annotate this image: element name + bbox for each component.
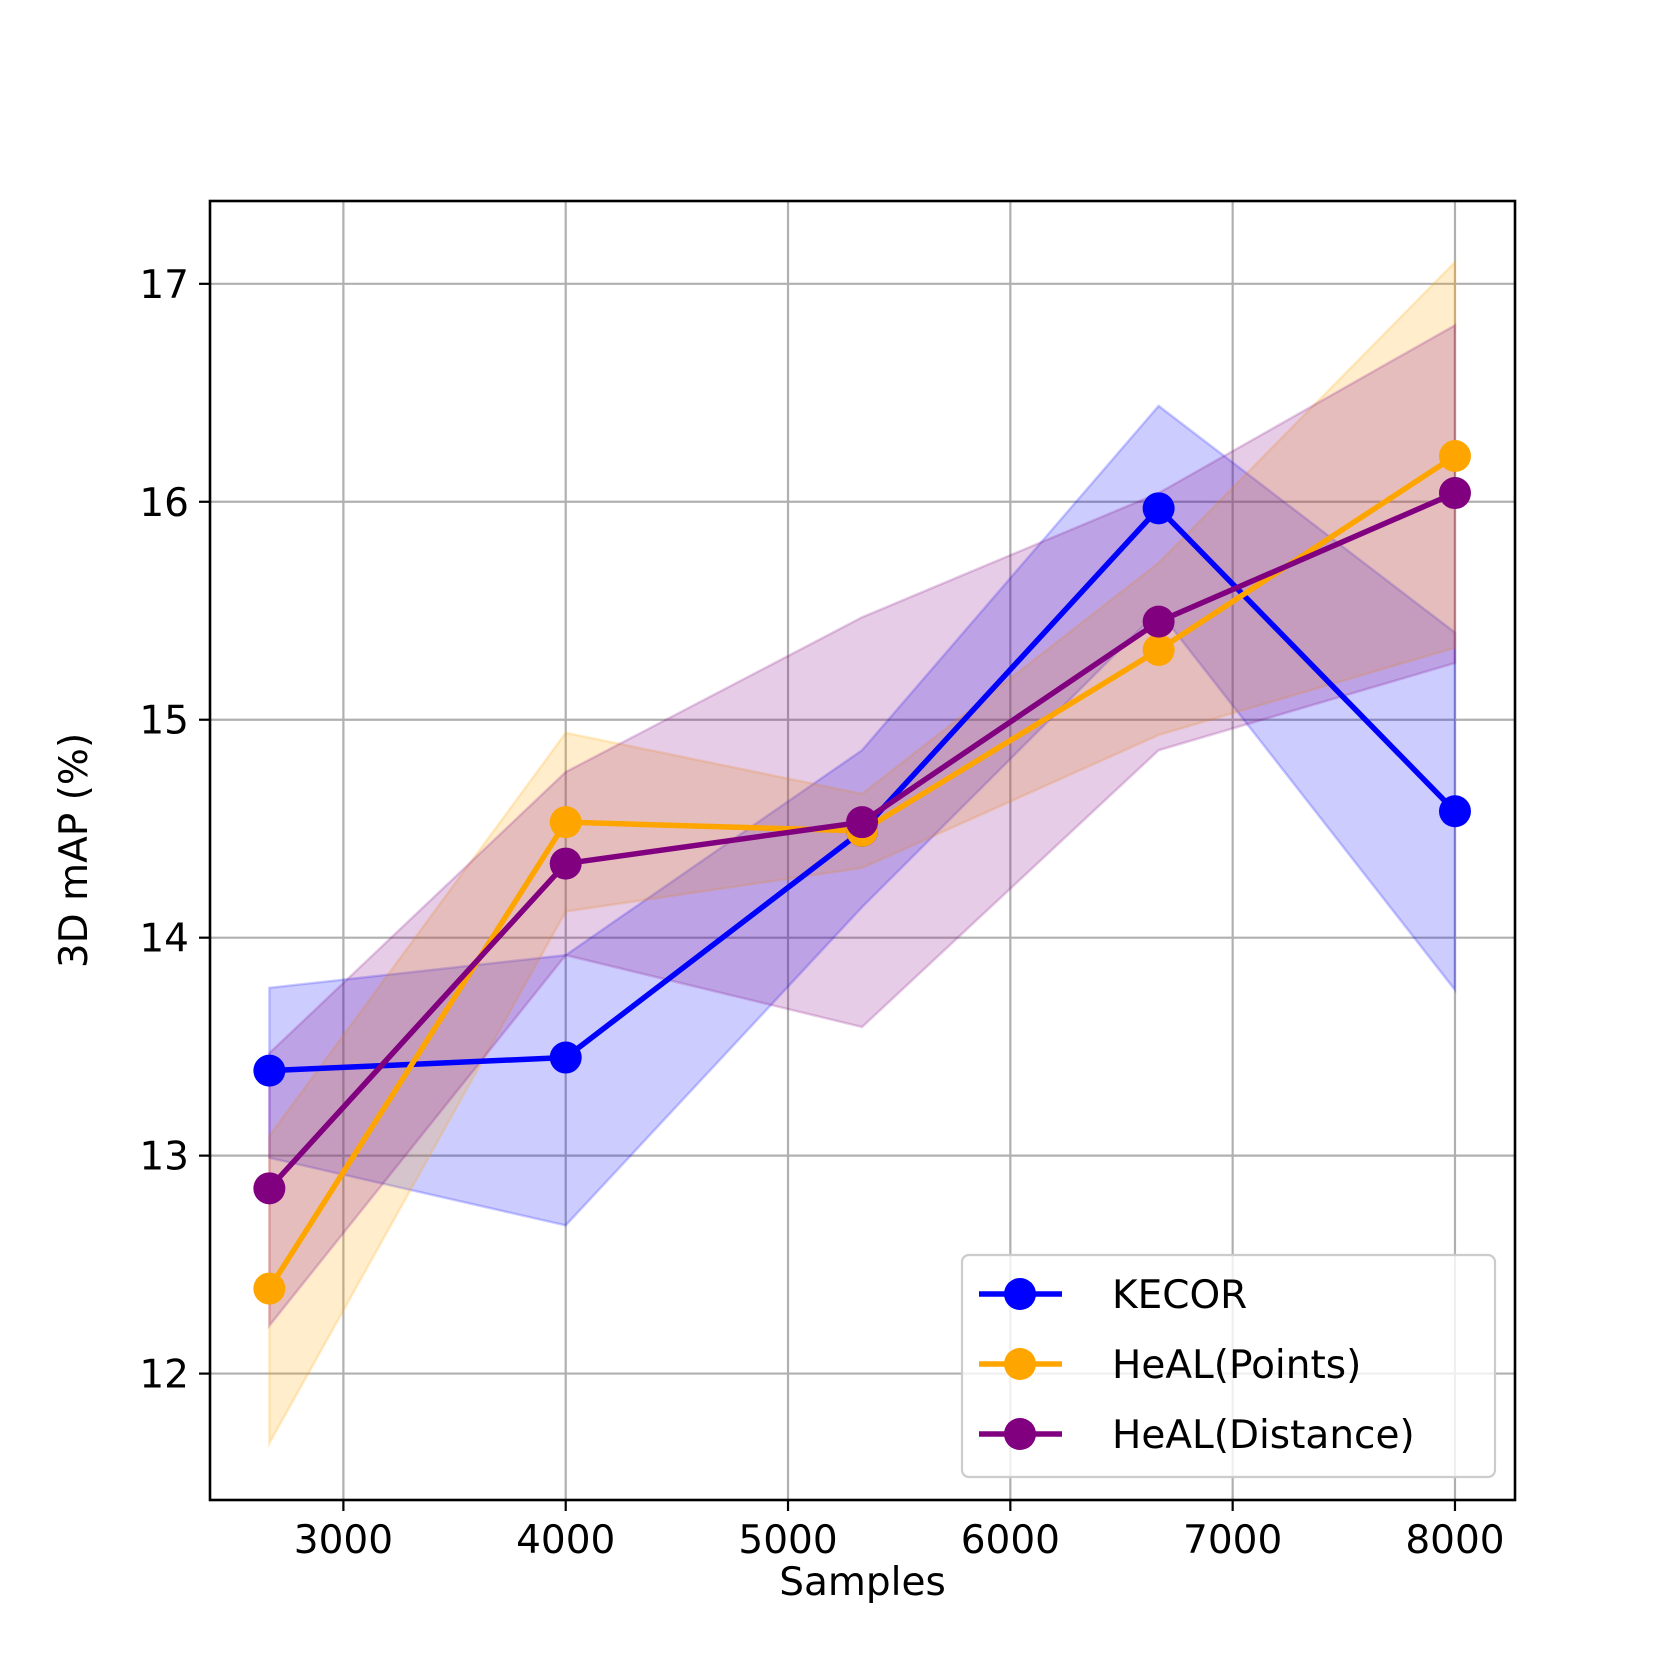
x-axis-label: Samples: [779, 1560, 946, 1605]
data-point-2-3: [1142, 605, 1175, 638]
plot-frame: [208, 199, 1517, 1502]
data-point-2-2: [846, 806, 879, 839]
y-axis: 12 13 14 15 16 17: [139, 263, 210, 1398]
legend-marker-0: [1004, 1278, 1036, 1310]
data-point-2-1: [549, 847, 582, 880]
y-tick-label: 12: [139, 1353, 189, 1398]
legend-item-0: KECOR: [979, 1273, 1247, 1318]
data-point-0-1: [549, 1041, 582, 1074]
x-tick-label: 8000: [1405, 1518, 1504, 1563]
legend-box: [960, 1253, 1497, 1479]
legend-marker-1: [1004, 1348, 1036, 1380]
y-tick-label: 14: [139, 917, 189, 962]
series-markers: [253, 440, 1471, 1305]
data-point-1-4: [1438, 440, 1471, 473]
legend-item-1: HeAL(Points): [979, 1343, 1361, 1388]
x-tick-label: 3000: [294, 1518, 393, 1563]
data-point-0-4: [1438, 795, 1471, 828]
x-tick-label: 5000: [738, 1518, 837, 1563]
y-tick-label: 17: [139, 263, 189, 308]
legend-item-2: HeAL(Distance): [979, 1413, 1415, 1458]
legend-marker-2: [1004, 1418, 1036, 1450]
y-tick-label: 16: [139, 481, 189, 526]
data-point-0-0: [253, 1054, 286, 1087]
y-tick-label: 15: [139, 699, 189, 744]
y-tick-label: 13: [139, 1135, 189, 1180]
data-point-2-0: [253, 1172, 286, 1205]
x-tick-label: 4000: [516, 1518, 615, 1563]
legend-label-0: KECOR: [1112, 1273, 1247, 1318]
y-axis-label: 3D mAP (%): [52, 733, 97, 968]
x-tick-label: 7000: [1183, 1518, 1282, 1563]
x-axis: 3000 4000 5000 6000 7000 8000: [294, 1500, 1505, 1563]
data-point-0-3: [1142, 492, 1175, 525]
x-tick-label: 6000: [961, 1518, 1060, 1563]
legend-label-1: HeAL(Points): [1112, 1343, 1361, 1388]
data-point-2-4: [1438, 477, 1471, 510]
legend-label-2: HeAL(Distance): [1112, 1413, 1415, 1458]
legend: KECOR HeAL(Points) HeAL(Distance): [960, 1253, 1497, 1479]
confidence-band-1: [268, 258, 1457, 1449]
data-point-1-0: [253, 1272, 286, 1305]
data-point-1-1: [549, 806, 582, 839]
axes-frame: [208, 199, 1517, 1502]
data-point-1-3: [1142, 633, 1175, 666]
